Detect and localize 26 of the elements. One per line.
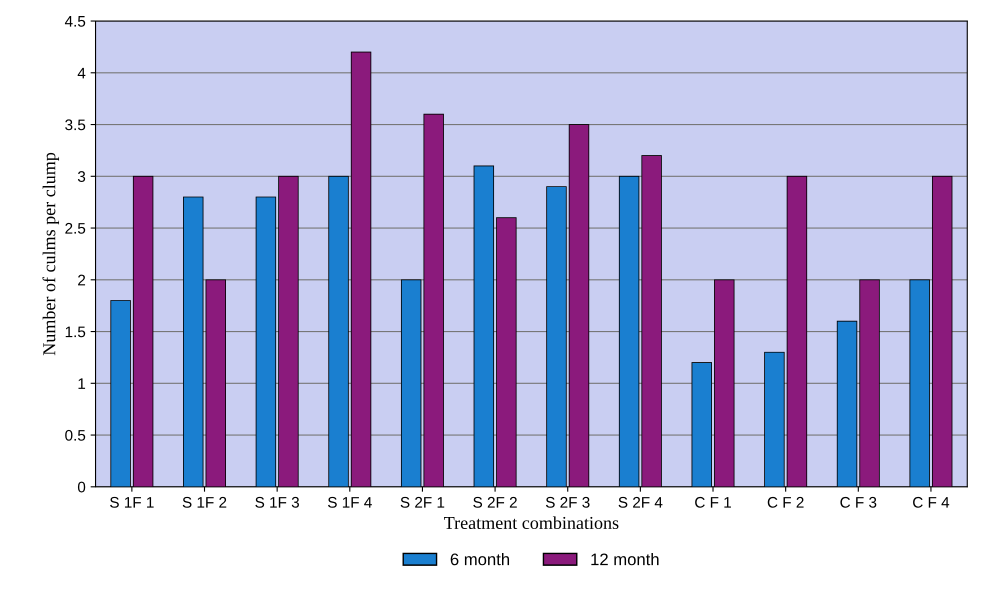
y-tick-label: 0.5	[65, 430, 86, 441]
x-tick-label: S 2F 4	[618, 496, 662, 508]
x-tick-label: S 2F 3	[546, 496, 590, 508]
legend-label: 6 month	[450, 553, 510, 566]
x-tick-label: S 1F 3	[255, 496, 299, 508]
y-tick-label: 4.5	[64, 16, 86, 27]
legend-label: 12 month	[591, 553, 659, 566]
y-tick-label: 3.5	[65, 119, 86, 130]
x-tick-label: C F 3	[840, 496, 876, 508]
y-axis-title: Number of culms per clump	[42, 152, 60, 356]
x-tick-label: S 2F 2	[473, 496, 517, 508]
y-tick-label: 1.5	[66, 326, 86, 338]
x-tick-label: S 1F 2	[182, 496, 226, 508]
x-tick-label: S 1F 4	[328, 496, 372, 508]
y-tick-label: 1	[78, 378, 86, 389]
y-tick-label: 3	[78, 171, 86, 182]
x-tick-label: C F 4	[913, 496, 950, 508]
y-tick-label: 4	[78, 68, 86, 78]
y-tick-label: 0	[78, 482, 86, 492]
x-tick-label: S 2F 1	[400, 496, 444, 508]
y-tick-label: 2.5	[65, 222, 86, 234]
x-tick-label: C F 2	[768, 496, 804, 508]
y-tick-label: 2	[78, 274, 86, 286]
x-tick-label: C F 1	[695, 496, 731, 508]
x-axis-title: Treatment combinations	[444, 516, 618, 530]
x-tick-label: S 1F 1	[110, 496, 154, 508]
